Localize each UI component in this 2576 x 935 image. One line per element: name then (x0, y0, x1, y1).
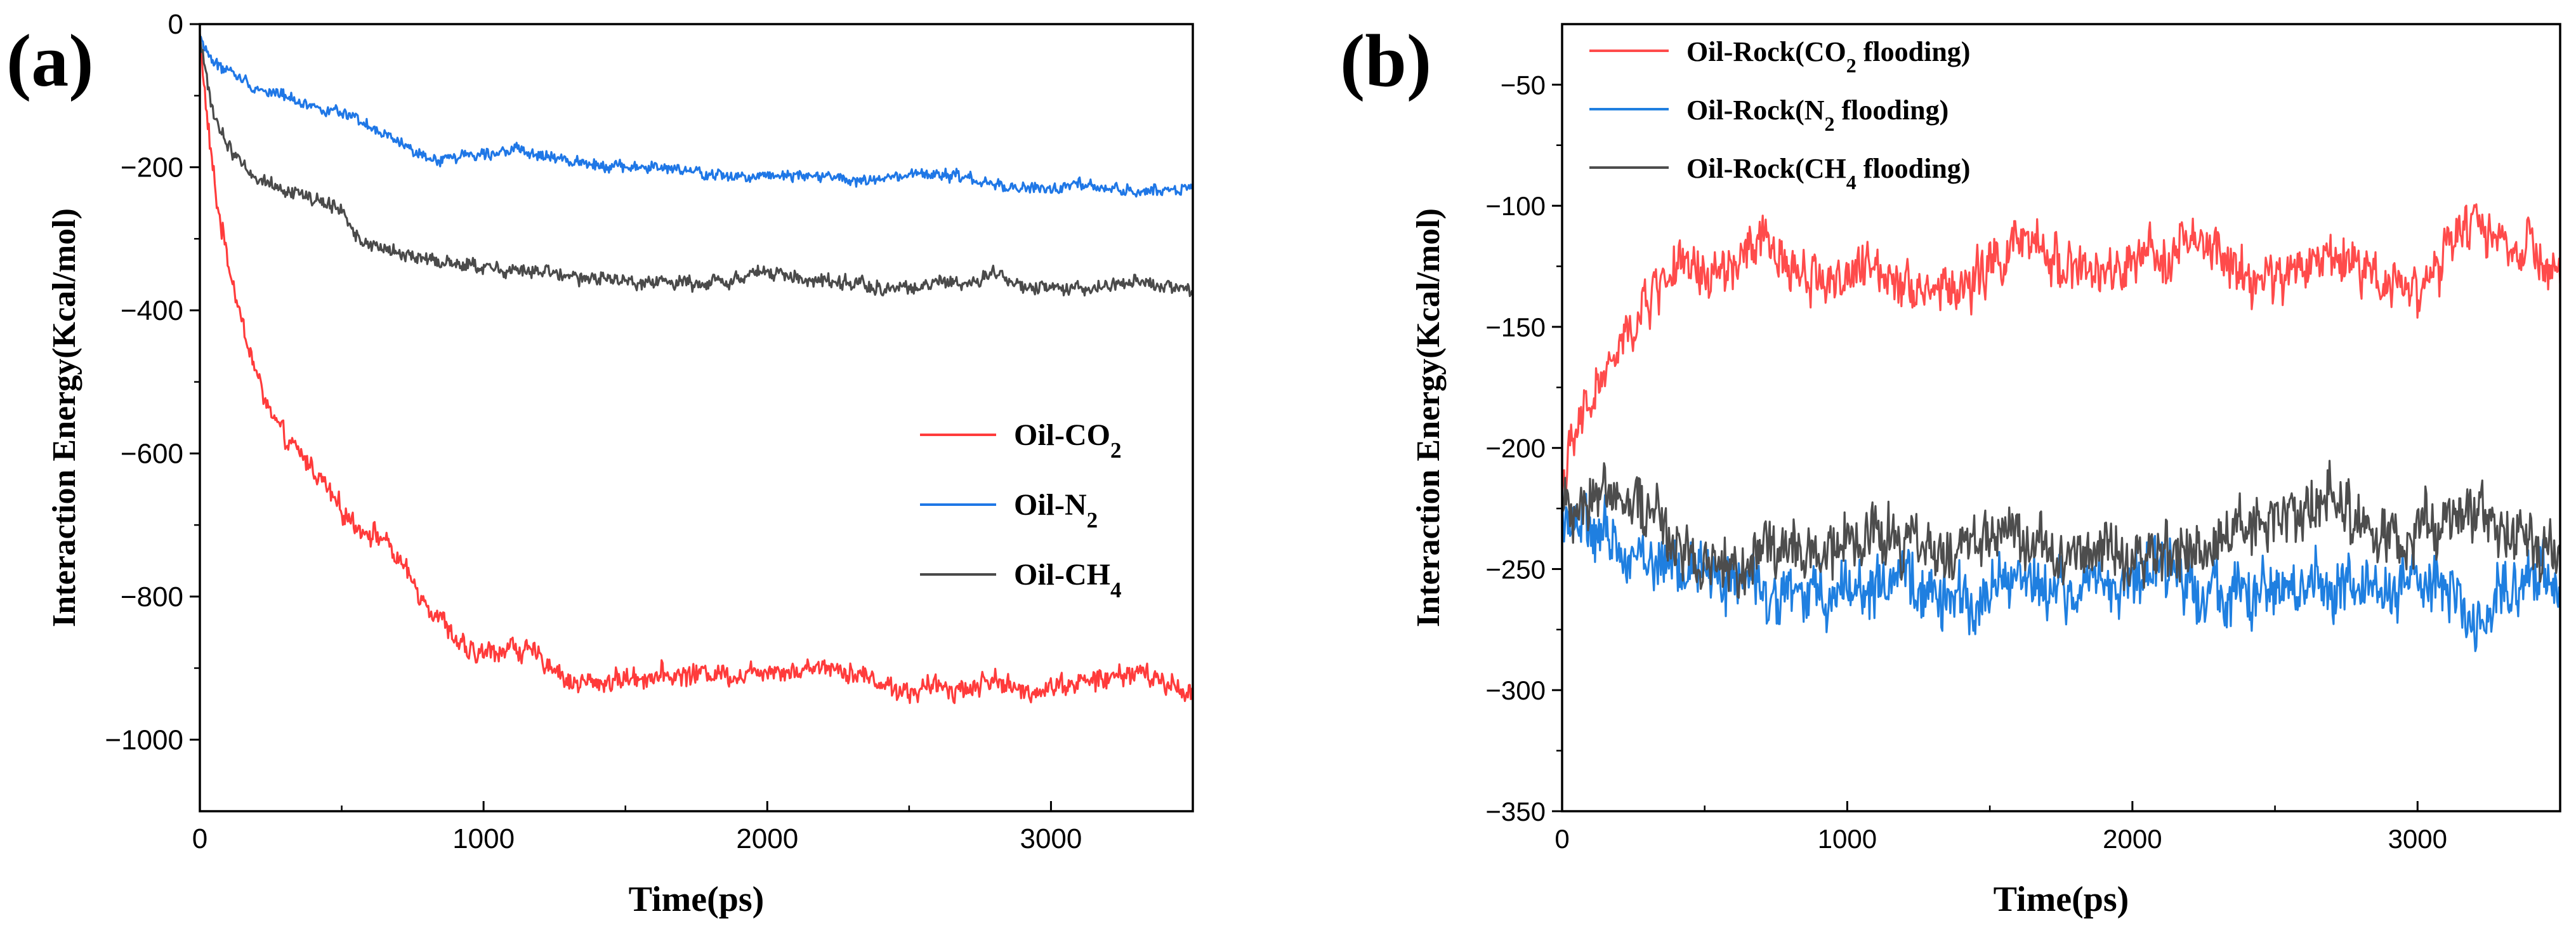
y-tick-label: −200 (121, 152, 183, 183)
series-line-oil-rock-co2-flooding- (1562, 203, 2560, 505)
x-tick-label: 0 (1554, 824, 1569, 854)
legend-label: Oil-Rock(CH4 flooding) (1686, 153, 1970, 194)
y-tick-label: −400 (121, 295, 183, 326)
x-axis-title: Time(ps) (629, 880, 765, 919)
chart-panel-b: 0 1000 2000 3000 −50 −100 −150 −200 −250 −300 −350… (1340, 19, 2561, 919)
y-tick-label: −150 (1485, 312, 1546, 342)
x-tick-label: 3000 (2388, 824, 2447, 854)
y-tick-label: −300 (1485, 675, 1546, 705)
series-line-oil-ch4 (200, 33, 1193, 297)
y-tick-label: −250 (1485, 554, 1546, 584)
x-tick-label: 2000 (736, 823, 798, 854)
x-tick-label: 3000 (1020, 823, 1082, 854)
x-tick-label: 2000 (2103, 824, 2162, 854)
y-tick-label: 0 (168, 9, 183, 40)
y-tick-label: −100 (1485, 191, 1546, 221)
y-axis-title: Interaction Energy(Kcal/mol) (46, 208, 82, 627)
x-tick-label: 1000 (1818, 824, 1877, 854)
y-tick-label: −800 (121, 581, 183, 613)
y-tick-label: −600 (121, 438, 183, 469)
legend-label: Oil-Rock(CO2 flooding) (1686, 36, 1970, 77)
panel-label: (b) (1340, 19, 1431, 102)
y-tick-label: −1000 (105, 724, 183, 755)
y-tick-label: −200 (1485, 434, 1546, 463)
series-line-oil-co2 (200, 40, 1193, 705)
legend-label: Oil-CO2 (1014, 418, 1122, 463)
panel-label: (a) (6, 19, 94, 102)
x-tick-label: 1000 (452, 823, 515, 854)
plot-frame (199, 23, 1194, 812)
y-tick-label: −50 (1501, 70, 1546, 100)
legend-label: Oil-CH4 (1014, 558, 1122, 602)
series-line-oil-rock-ch4-flooding- (1562, 460, 2560, 599)
legend-label: Oil-N2 (1014, 488, 1098, 533)
y-axis-title: Interaction Energy(Kcal/mol) (1410, 208, 1447, 627)
series-line-oil-n2 (200, 36, 1193, 198)
y-tick-label: −350 (1485, 797, 1546, 826)
chart-panel-a: 0 1000 2000 3000 0 −200 −400 −600 −800 −1000 Time(… (6, 9, 1194, 919)
legend-label: Oil-Rock(N2 flooding) (1686, 95, 1948, 135)
x-tick-label: 0 (192, 823, 207, 854)
x-axis-title: Time(ps) (1994, 880, 2129, 919)
plot-frame (1561, 23, 2561, 812)
